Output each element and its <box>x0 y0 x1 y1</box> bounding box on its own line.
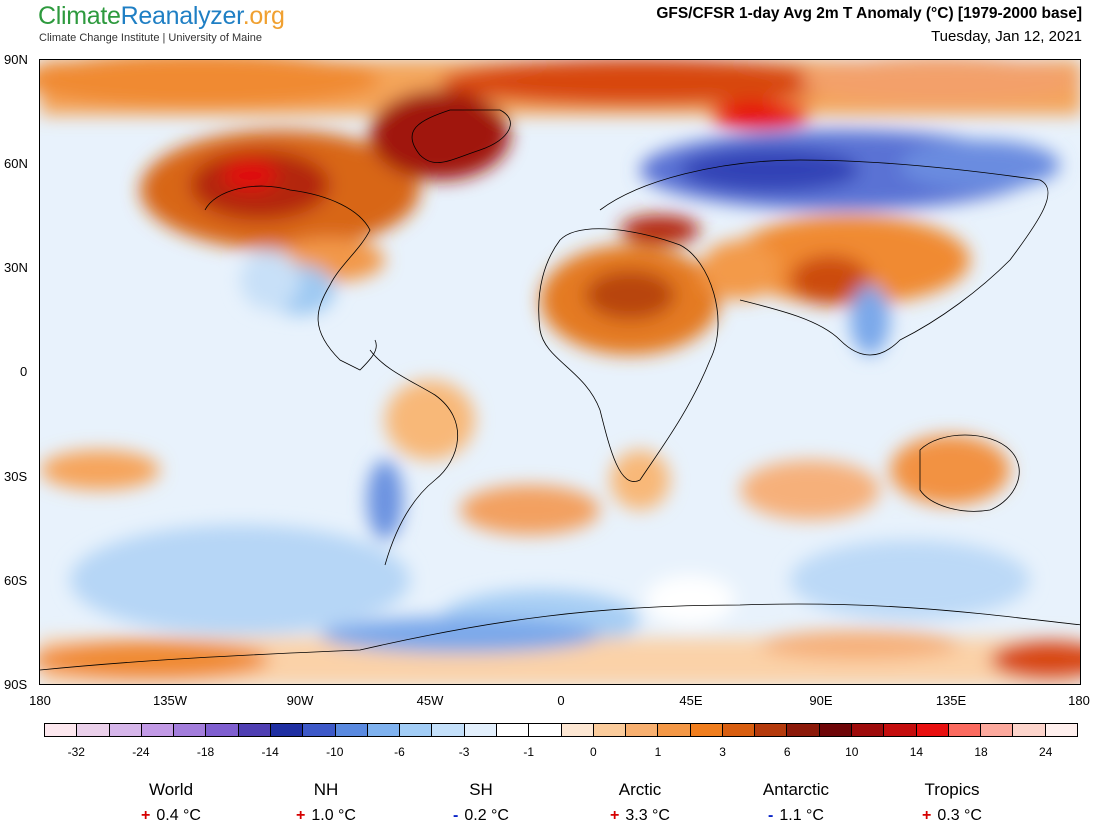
colorbar-label: -14 <box>261 745 279 759</box>
stat-arctic: Arctic +3.3 °C <box>570 780 710 825</box>
colorbar-swatch <box>432 724 465 736</box>
colorbar <box>44 723 1078 737</box>
stat-arctic-value: 3.3 °C <box>625 807 670 824</box>
colorbar-label: -1 <box>523 745 535 759</box>
colorbar-swatch <box>819 724 853 736</box>
stat-nh-name: NH <box>313 780 339 799</box>
lon-label-90w: 90W <box>286 693 314 708</box>
lon-label-180w: 180 <box>29 693 51 708</box>
colorbar-label: 6 <box>783 745 791 759</box>
lat-label-90n: 90N <box>4 52 28 67</box>
stat-arctic-sign: + <box>610 807 620 824</box>
colorbar-label: 18 <box>974 745 988 759</box>
colorbar-label: -3 <box>458 745 470 759</box>
stat-sh-value: 0.2 °C <box>464 807 509 824</box>
anomaly-map-graphic <box>40 60 1080 684</box>
lon-label-0: 0 <box>557 693 565 708</box>
site-subtitle: Climate Change Institute | University of… <box>39 32 262 44</box>
colorbar-swatch <box>77 724 110 736</box>
stat-nh-sign: + <box>296 807 306 824</box>
lat-label-30s: 30S <box>4 469 28 484</box>
lon-label-45e: 45E <box>679 693 703 708</box>
lon-label-180e: 180 <box>1068 693 1090 708</box>
stat-tropics-sign: + <box>922 807 932 824</box>
colorbar-label: -18 <box>196 745 215 759</box>
colorbar-swatch <box>626 724 659 736</box>
stat-sh: SH -0.2 °C <box>411 780 551 825</box>
colorbar-swatch <box>787 724 820 736</box>
coastlines <box>40 109 1080 671</box>
colorbar-swatch <box>303 724 336 736</box>
stat-arctic-name: Arctic <box>618 780 662 799</box>
stat-nh: NH +1.0 °C <box>256 780 396 825</box>
colorbar-label: -6 <box>394 745 405 759</box>
map-date: Tuesday, Jan 12, 2021 <box>931 28 1082 45</box>
stat-sh-sign: - <box>453 807 459 824</box>
lon-label-45w: 45W <box>416 693 444 708</box>
lon-label-135e: 135E <box>935 693 967 708</box>
colorbar-label: 24 <box>1039 745 1053 759</box>
colorbar-label: 3 <box>719 745 726 759</box>
stat-tropics: Tropics +0.3 °C <box>882 780 1022 825</box>
brand-part2: Reanalyzer <box>120 2 243 30</box>
lat-label-60n: 60N <box>4 156 28 171</box>
colorbar-swatch <box>1045 724 1077 736</box>
colorbar-label: 10 <box>845 745 859 759</box>
colorbar-swatch <box>529 724 562 736</box>
lon-label-135w: 135W <box>153 693 187 708</box>
colorbar-swatch <box>45 724 78 736</box>
anomaly-map <box>39 59 1081 685</box>
lat-label-30n: 30N <box>4 260 28 275</box>
stat-world-name: World <box>148 780 194 799</box>
colorbar-label: 1 <box>654 745 662 759</box>
stat-world-sign: + <box>141 807 151 824</box>
colorbar-label: -32 <box>67 745 85 759</box>
colorbar-swatch <box>464 724 497 736</box>
colorbar-swatch <box>335 724 368 736</box>
colorbar-swatch <box>690 724 723 736</box>
map-title: GFS/CFSR 1-day Avg 2m T Anomaly (°C) [19… <box>656 5 1082 22</box>
colorbar-swatch <box>270 724 304 736</box>
stat-antarctic: Antarctic -1.1 °C <box>726 780 866 825</box>
colorbar-swatch <box>658 724 691 736</box>
lat-label-equator: 0 <box>20 364 28 379</box>
stat-sh-name: SH <box>469 780 493 799</box>
stat-tropics-name: Tropics <box>924 780 980 799</box>
colorbar-swatch <box>981 724 1014 736</box>
colorbar-swatch <box>400 724 433 736</box>
colorbar-swatch <box>561 724 594 736</box>
site-logo[interactable]: ClimateReanalyzer.org <box>38 2 285 31</box>
colorbar-swatch <box>206 724 239 736</box>
stat-antarctic-value: 1.1 °C <box>779 807 824 824</box>
colorbar-swatch <box>593 724 627 736</box>
colorbar-swatch <box>948 724 982 736</box>
colorbar-swatch <box>722 724 756 736</box>
lat-label-60s: 60S <box>4 573 28 588</box>
colorbar-swatch <box>109 724 142 736</box>
colorbar-swatch <box>141 724 175 736</box>
lat-label-90s: 90S <box>4 677 28 692</box>
colorbar-swatch <box>238 724 271 736</box>
stat-antarctic-name: Antarctic <box>762 780 830 799</box>
colorbar-label: -10 <box>326 745 344 759</box>
brand-part1: Climate <box>38 2 121 30</box>
stat-tropics-value: 0.3 °C <box>937 807 982 824</box>
stat-nh-value: 1.0 °C <box>311 807 356 824</box>
colorbar-swatch <box>174 724 207 736</box>
colorbar-swatch <box>367 724 401 736</box>
colorbar-swatch <box>1013 724 1046 736</box>
colorbar-label: -24 <box>132 745 150 759</box>
stat-world-value: 0.4 °C <box>156 807 201 824</box>
lon-label-90e: 90E <box>809 693 833 708</box>
colorbar-label: 0 <box>589 745 597 759</box>
stat-world: World +0.4 °C <box>101 780 241 825</box>
colorbar-swatch <box>916 724 949 736</box>
colorbar-label: 14 <box>909 745 924 759</box>
stat-antarctic-sign: - <box>768 807 774 824</box>
colorbar-swatch <box>852 724 885 736</box>
brand-part3: .org <box>242 2 285 30</box>
colorbar-swatch <box>496 724 530 736</box>
colorbar-swatch <box>884 724 917 736</box>
colorbar-swatch <box>755 724 788 736</box>
